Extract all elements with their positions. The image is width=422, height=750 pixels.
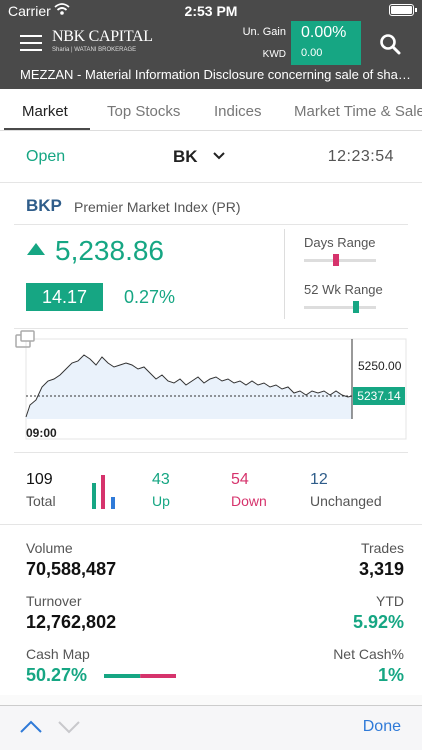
- done-button[interactable]: Done: [362, 718, 401, 735]
- total-count: 109: [26, 471, 53, 488]
- ytd-value: 5.92%: [352, 612, 404, 632]
- volume-value: 70,588,487: [26, 559, 117, 579]
- brand-logo: NBK CAPITAL Sharia | WATANI BROKERAGE: [52, 28, 153, 53]
- days-range-marker: [333, 254, 340, 266]
- index-header[interactable]: BKP Premier Market Index (PR): [14, 183, 408, 225]
- days-range-track: [304, 254, 376, 266]
- wk52-range-marker: [352, 301, 359, 313]
- chart-start-time: 09:00: [26, 426, 57, 440]
- down-count: 54: [231, 471, 249, 488]
- up-label: Up: [152, 493, 170, 509]
- search-icon[interactable]: [379, 33, 401, 55]
- market-breadth: 109 Total 43 Up 54 Down 12 Unchanged: [0, 453, 422, 525]
- chart-last-tag: 5237.14: [353, 387, 405, 405]
- tab-top-stocks[interactable]: Top Stocks: [107, 103, 181, 120]
- net-cash-value: 1%: [377, 665, 404, 685]
- logo-text: NBK CAPITAL: [52, 28, 153, 45]
- unchanged-label: Unchanged: [310, 493, 382, 509]
- intraday-chart[interactable]: 5250.00 5237.14 09:00: [14, 329, 408, 453]
- index-code: BKP: [26, 196, 62, 215]
- chart-area-fill: [26, 355, 352, 419]
- market-time: 12:23:54: [327, 148, 394, 165]
- up-arrow-icon: [27, 243, 45, 255]
- gain-value: 0.00: [301, 47, 323, 59]
- index-name: Premier Market Index (PR): [74, 199, 241, 215]
- unrealized-gain-box[interactable]: 0.00% 0.00: [291, 21, 361, 65]
- gain-percent: 0.00%: [301, 24, 347, 41]
- market-state: Open: [26, 148, 66, 165]
- status-bar: Carrier 2:53 PM: [0, 0, 422, 21]
- index-change-badge: 14.17: [26, 283, 103, 311]
- chart-high-label: 5250.00: [358, 359, 402, 373]
- trades-value: 3,319: [358, 559, 404, 579]
- main-tabs: Market Top Stocks Indices Market Time & …: [0, 89, 422, 131]
- cash-map-bar: [104, 674, 176, 678]
- exchange-selector[interactable]: BK: [173, 147, 198, 166]
- status-time: 2:53 PM: [184, 3, 238, 19]
- market-status-row: Open BK 12:23:54: [0, 131, 422, 183]
- keyboard-toolbar: Done: [0, 705, 422, 750]
- carrier-label: Carrier: [8, 3, 51, 19]
- chevron-down-icon[interactable]: [58, 720, 80, 734]
- chart-price-line: [25, 354, 353, 418]
- cash-map-value: 50.27%: [26, 665, 88, 685]
- market-stats: Volume 70,588,487 Trades 3,319 Turnover …: [0, 525, 422, 695]
- chevron-down-icon[interactable]: [213, 152, 225, 160]
- cash-map-label: Cash Map: [26, 646, 90, 662]
- breadth-bars-icon: [92, 475, 115, 509]
- bottom-nav-partial: [0, 695, 422, 705]
- turnover-label: Turnover: [26, 593, 82, 609]
- down-label: Down: [231, 493, 267, 509]
- index-last-value: 5,238.86: [55, 235, 164, 266]
- chevron-up-icon[interactable]: [20, 720, 42, 734]
- unrealized-gain-label: Un. Gain: [242, 26, 286, 38]
- net-cash-label: Net Cash%: [333, 646, 404, 662]
- battery-icon: [389, 4, 417, 16]
- wk52-range-track: [304, 301, 376, 313]
- menu-icon[interactable]: [20, 35, 42, 51]
- logo-subtext: Sharia | WATANI BROKERAGE: [52, 47, 137, 53]
- app-header: NBK CAPITAL Sharia | WATANI BROKERAGE Un…: [0, 21, 422, 89]
- volume-label: Volume: [26, 540, 73, 556]
- expand-chart-icon[interactable]: [14, 329, 36, 349]
- wk52-range-label: 52 Wk Range: [304, 282, 383, 297]
- news-ticker[interactable]: MEZZAN - Material Information Disclosure…: [20, 67, 412, 82]
- currency-label: KWD: [262, 49, 286, 60]
- turnover-value: 12,762,802: [26, 612, 117, 632]
- tab-indices[interactable]: Indices: [214, 103, 262, 120]
- index-change-percent: 0.27%: [124, 287, 176, 307]
- wifi-icon: [54, 3, 70, 15]
- trades-label: Trades: [360, 540, 404, 556]
- up-count: 43: [152, 471, 170, 488]
- ytd-label: YTD: [376, 593, 404, 609]
- active-tab-indicator: [4, 128, 90, 130]
- days-range-label: Days Range: [304, 235, 376, 250]
- index-price-block: 5,238.86 14.17 0.27% Days Range 52 Wk Ra…: [14, 225, 408, 329]
- range-indicators: Days Range 52 Wk Range: [284, 229, 394, 319]
- tab-market-time-sales[interactable]: Market Time & Sales: [294, 103, 422, 120]
- unchanged-count: 12: [310, 471, 328, 488]
- tab-market[interactable]: Market: [22, 103, 68, 120]
- total-label: Total: [26, 493, 56, 509]
- intraday-chart-svg: [25, 338, 407, 440]
